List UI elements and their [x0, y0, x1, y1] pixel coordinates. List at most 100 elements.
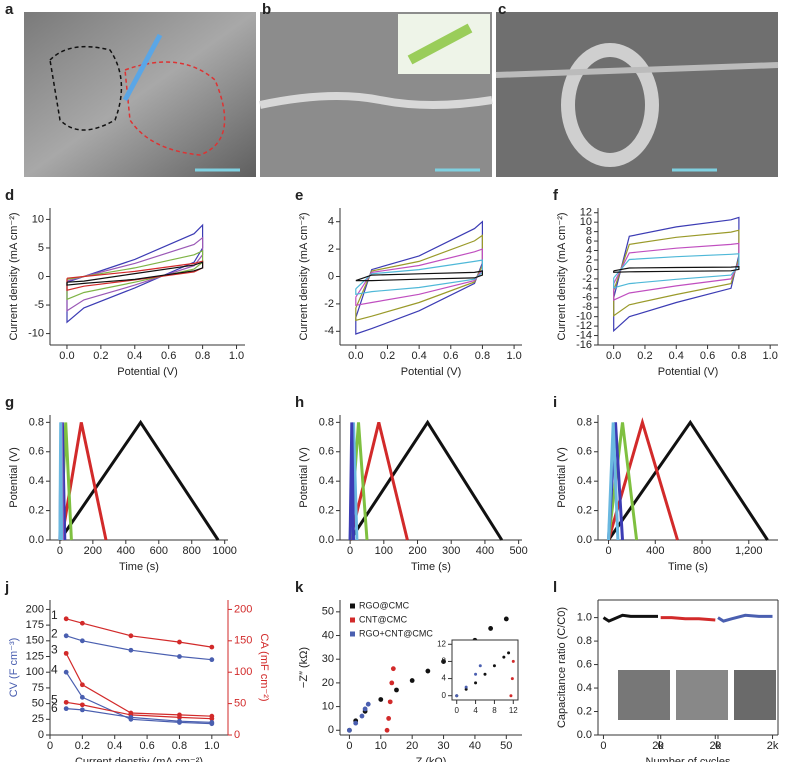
annotation: 3 [51, 642, 58, 656]
x-tick-label: 400 [646, 545, 664, 557]
y-tick-label: 0 [38, 270, 44, 282]
y-axis-label: −Z″ (kΩ) [298, 647, 310, 688]
fiber [495, 62, 779, 78]
x-tick-label: 0 [454, 706, 459, 715]
x-tick-label: 30 [437, 740, 449, 752]
data-point [409, 678, 415, 683]
legend-label: RGO+CNT@CMC [359, 628, 433, 638]
series-line [602, 613, 658, 623]
x-tick-label: 500 [509, 545, 527, 557]
y-tick-label: 100 [26, 666, 44, 678]
x-tick-label: 0 [347, 545, 353, 557]
panel-label: f [553, 187, 559, 204]
annotation: 5 [51, 693, 58, 707]
y-tick-label: -16 [576, 339, 592, 351]
x-tick-label: 0.4 [669, 350, 684, 362]
outline [49, 45, 123, 131]
data-point [209, 716, 215, 722]
series-line [355, 270, 483, 282]
series-line [613, 216, 740, 333]
data-point [79, 702, 85, 708]
data-point [63, 699, 69, 705]
y-tick-label: 8 [586, 226, 592, 238]
y-tick-label: 0 [442, 691, 447, 700]
y-tick-label: 0.2 [577, 504, 592, 516]
y-tick-label: -5 [34, 299, 44, 311]
y-tick-label: -2 [582, 273, 592, 285]
data-point [390, 666, 396, 672]
x-tick-label: 0.0 [606, 350, 621, 362]
x-tick-label: 1.0 [229, 350, 244, 362]
x-tick-label: 0.6 [443, 350, 458, 362]
y-tick-label: 30 [322, 653, 334, 665]
y-tick-label: 0 [586, 263, 592, 275]
x-tick-label: 2k [709, 740, 721, 752]
series-line [66, 635, 212, 661]
panel-label: j [4, 579, 9, 596]
data-point [63, 633, 69, 639]
y-tick-label: 0.6 [577, 446, 592, 458]
panel-label: d [5, 187, 14, 204]
x-tick-label: 0 [658, 740, 664, 752]
data-point [128, 633, 134, 639]
y2-tick-label: 50 [234, 698, 246, 710]
x-axis-label: Potential (V) [117, 366, 178, 378]
y-tick-label: 12 [580, 207, 592, 219]
y-tick-label: 0.8 [577, 635, 592, 647]
x-tick-label: 8 [492, 706, 497, 715]
x-tick-label: 0.6 [700, 350, 715, 362]
arrow [122, 33, 163, 102]
series-line [607, 422, 639, 541]
y-tick-label: 10 [580, 216, 592, 228]
y-tick-label: 0.0 [577, 729, 592, 741]
x-tick-label: 40 [469, 740, 481, 752]
x-tick-label: 800 [693, 545, 711, 557]
panel-label: i [553, 394, 557, 411]
y-tick-label: 2 [328, 243, 334, 255]
x-tick-label: 0.4 [107, 740, 122, 752]
data-point [79, 682, 85, 688]
y-tick-label: 4 [442, 674, 447, 683]
y-tick-label: 200 [26, 603, 44, 615]
annotation: 2 [51, 627, 58, 641]
y-axis-label: Potential (V) [556, 447, 568, 508]
y-tick-label: 0.2 [29, 504, 44, 516]
x-tick-label: 100 [375, 545, 393, 557]
y-tick-label: 0.4 [577, 475, 592, 487]
series-line [348, 419, 504, 541]
data-point [79, 694, 85, 700]
y-tick-label: -14 [576, 329, 592, 341]
y-tick-label: -10 [576, 311, 592, 323]
x-axis-label: Z (kΩ) [416, 756, 447, 762]
inset-frame [451, 639, 519, 701]
y-tick-label: 4 [328, 216, 334, 228]
y-tick-label: 0.4 [319, 475, 334, 487]
y-tick-label: 0.4 [29, 475, 44, 487]
data-point [63, 650, 69, 656]
x-tick-label: 0.2 [75, 740, 90, 752]
x-tick-label: 0.2 [380, 350, 395, 362]
y-tick-label: 0.0 [319, 534, 334, 546]
series-line [65, 653, 212, 717]
x-tick-label: 0.8 [172, 740, 187, 752]
data-point [79, 638, 85, 644]
y-tick-label: 0 [328, 724, 334, 736]
data-point [387, 699, 393, 705]
x-tick-label: 0.8 [731, 350, 746, 362]
data-point [455, 694, 459, 698]
x-axis-label: Current denstiy (mA cm⁻²) [75, 756, 203, 762]
data-point [362, 706, 368, 712]
y-tick-label: 25 [32, 713, 44, 725]
data-point [209, 644, 215, 650]
series-line [65, 671, 212, 725]
x-tick-label: 1000 [212, 545, 236, 557]
series-line [355, 248, 483, 307]
series-line [717, 613, 773, 623]
x-tick-label: 2k [652, 740, 664, 752]
series-line [613, 265, 740, 273]
panel-label: h [295, 394, 304, 411]
y-tick-label: 0.0 [29, 534, 44, 546]
x-tick-label: 0.6 [139, 740, 154, 752]
x-tick-label: 50 [500, 740, 512, 752]
y-tick-label: 10 [322, 700, 334, 712]
